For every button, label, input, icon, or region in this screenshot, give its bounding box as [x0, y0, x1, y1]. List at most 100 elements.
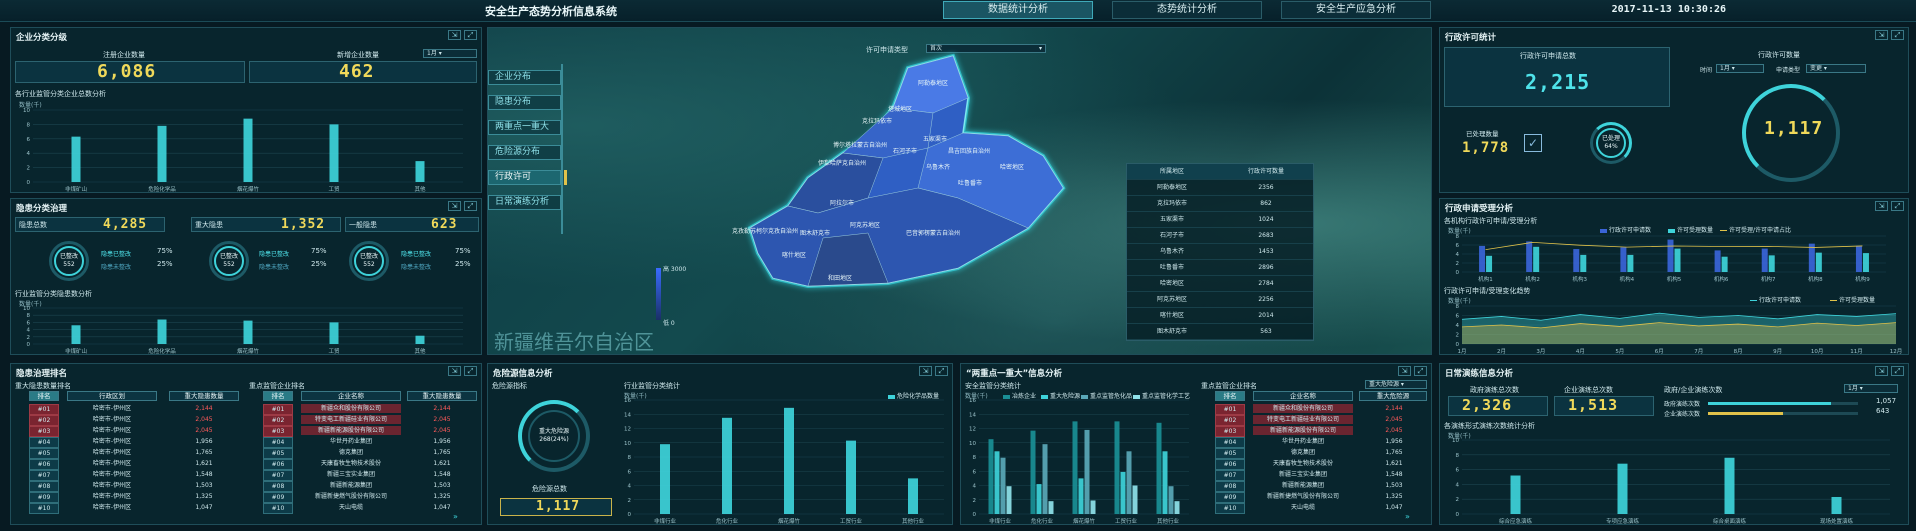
table-row[interactable]: #10 天山电缆 1,047	[245, 503, 481, 514]
export-icon[interactable]: ⇲	[1875, 30, 1888, 40]
col-major-count[interactable]: 重大隐患数量	[407, 391, 477, 401]
table-row[interactable]: #05 哈密市-伊州区 1,765	[11, 448, 247, 459]
table-row[interactable]: #04 华世丹药业集团 1,956	[245, 437, 481, 448]
table-row[interactable]: #08 哈密市-伊州区 1,503	[11, 481, 247, 492]
menu-item-permit[interactable]: 行政许可	[488, 170, 561, 185]
more-arrow-icon[interactable]: »	[1405, 512, 1410, 521]
expand-icon[interactable]: ⤢	[1414, 366, 1427, 376]
col-district[interactable]: 行政区划	[67, 391, 157, 401]
table-row[interactable]: #09 新疆新捷燃气股份有限公司 1,325	[1197, 492, 1433, 503]
time-select[interactable]: 1月 ▾	[1716, 64, 1764, 73]
table-row[interactable]: #01 哈密市-伊州区 2,144	[11, 404, 247, 415]
table-row[interactable]: #06 天康畜牧生物技术股份 1,621	[1197, 459, 1433, 470]
table-row[interactable]: #07 新疆三宝实业集团 1,548	[245, 470, 481, 481]
col-enterprise[interactable]: 企业名称	[1253, 391, 1353, 401]
export-icon[interactable]: ⇲	[448, 30, 461, 40]
table-row[interactable]: #05 德克集团 1,765	[245, 448, 481, 459]
col-rank[interactable]: 排名	[29, 391, 59, 401]
table-row[interactable]: #02 哈密市-伊州区 2,045	[11, 415, 247, 426]
col-major-source[interactable]: 重大危险源	[1359, 391, 1427, 401]
table-row[interactable]: #04 华世丹药业集团 1,956	[1197, 437, 1433, 448]
period-select[interactable]: 1月 ▾	[423, 49, 477, 58]
export-icon[interactable]: ⇲	[1875, 366, 1888, 376]
export-icon[interactable]: ⇲	[1398, 366, 1411, 376]
expand-icon[interactable]: ⤢	[935, 366, 948, 376]
menu-item-danger-source[interactable]: 危险源分布	[488, 145, 561, 160]
table-row[interactable]: #09 哈密市-伊州区 1,325	[11, 492, 247, 503]
bar	[329, 322, 339, 344]
col-enterprise[interactable]: 企业名称	[301, 391, 401, 401]
expand-icon[interactable]: ⤢	[1891, 201, 1904, 211]
x-tick-label: 烟花爆竹	[1073, 517, 1096, 525]
rank-badge: #09	[29, 492, 59, 503]
value-cell: 1,047	[433, 504, 451, 511]
table-row[interactable]: #06 哈密市-伊州区 1,621	[11, 459, 247, 470]
menu-item-two-key[interactable]: 两重点一重大	[488, 120, 561, 135]
table-row[interactable]: #03 新疆新能源股份有限公司 2,045	[245, 426, 481, 437]
expand-icon[interactable]: ⤢	[464, 30, 477, 40]
table-row[interactable]: #10 天山电缆 1,047	[1197, 503, 1433, 514]
export-icon[interactable]: ⇲	[1875, 201, 1888, 211]
region-name: 新疆维吾尔自治区	[494, 330, 654, 354]
danger-panel: 危险源信息分析 ⇲ ⤢ 危险源指标 重大危险源 268(24%) 危险源总数 1,1…	[487, 363, 953, 525]
table-row[interactable]: #04 哈密市-伊州区 1,956	[11, 437, 247, 448]
x-tick-label: 机构6	[1714, 275, 1729, 283]
y-tick-label: 14	[624, 412, 631, 418]
type-select[interactable]: 变更 ▾	[1806, 64, 1866, 73]
menu-item-drill[interactable]: 日常演练分析	[488, 195, 561, 210]
expand-icon[interactable]: ⤢	[464, 201, 477, 211]
drill-period-select[interactable]: 1月 ▾	[1844, 384, 1898, 393]
expand-icon[interactable]: ⤢	[464, 366, 477, 376]
tab-emergency[interactable]: 安全生产应急分析	[1281, 1, 1431, 19]
table-row[interactable]: #03 哈密市-伊州区 2,045	[11, 426, 247, 437]
source-type-select[interactable]: 重大危险源 ▾	[1365, 380, 1427, 389]
menu-item-enterprise[interactable]: 企业分布	[488, 70, 561, 85]
tab-situation-stats[interactable]: 态势统计分析	[1112, 1, 1262, 19]
tab-data-stats[interactable]: 数据统计分析	[943, 1, 1093, 19]
table-row[interactable]: #10 哈密市-伊州区 1,047	[11, 503, 247, 514]
bar	[1120, 471, 1126, 514]
rectified-label: 隐患已整改	[259, 251, 290, 258]
region-cell: 阿勒泰地区	[1156, 184, 1187, 191]
chart-svg: 0 2 4 6 8 10 12 14 16 非煤行业 危化行业 烟花爆竹 工贸行业 其他行业	[624, 398, 944, 525]
permit-total-box	[1444, 47, 1670, 107]
chart-unit: 数量(千)	[965, 393, 988, 400]
map-label: 哈密地区	[1000, 164, 1025, 171]
bar	[1132, 485, 1138, 514]
bar	[1620, 247, 1627, 272]
table-row[interactable]: #07 新疆三宝实业集团 1,548	[1197, 470, 1433, 481]
bar	[157, 319, 167, 344]
expand-icon[interactable]: ⤢	[1891, 366, 1904, 376]
col-rank[interactable]: 排名	[1215, 391, 1245, 401]
table-row[interactable]: #08 新疆新能源集团 1,503	[1197, 481, 1433, 492]
more-arrow-icon[interactable]: »	[453, 512, 458, 521]
export-icon[interactable]: ⇲	[919, 366, 932, 376]
x-tick-label: 其他	[414, 347, 426, 355]
table-row[interactable]: #02 特变电工新疆硅业有限公司 2,045	[1197, 415, 1433, 426]
col-rank[interactable]: 排名	[263, 391, 293, 401]
col-major-count[interactable]: 重大隐患数量	[169, 391, 239, 401]
table-row[interactable]: #07 哈密市-伊州区 1,548	[11, 470, 247, 481]
table-row[interactable]: #09 新疆新捷燃气股份有限公司 1,325	[245, 492, 481, 503]
region-cell: 吐鲁番市	[1159, 264, 1184, 271]
value-cell: 2,045	[433, 427, 451, 434]
y-tick-label: 6	[1456, 468, 1460, 474]
x-tick-label: 工贸行业	[1115, 517, 1138, 525]
rank-badge: #04	[263, 437, 293, 448]
table-row[interactable]: #01 新疆众和股份有限公司 2,144	[1197, 404, 1433, 415]
table-row[interactable]: #02 特变电工新疆硅业有限公司 2,045	[245, 415, 481, 426]
table-row[interactable]: #06 天康畜牧生物技术股份 1,621	[245, 459, 481, 470]
export-icon[interactable]: ⇲	[448, 201, 461, 211]
table-row[interactable]: #01 新疆众和股份有限公司 2,144	[245, 404, 481, 415]
table-row[interactable]: #03 新疆新能源股份有限公司 2,045	[1197, 426, 1433, 437]
rectified-label: 隐患已整改	[101, 251, 132, 258]
expand-icon[interactable]: ⤢	[1891, 30, 1904, 40]
export-icon[interactable]: ⇲	[448, 366, 461, 376]
table-row[interactable]: #05 德克集团 1,765	[1197, 448, 1433, 459]
chart-unit: 数量(千)	[1448, 298, 1471, 305]
table-row[interactable]: #08 新疆新能源集团 1,503	[245, 481, 481, 492]
menu-item-hazard[interactable]: 隐患分布	[488, 95, 561, 110]
permit-type-select[interactable]: 首次 ▾	[926, 44, 1046, 53]
